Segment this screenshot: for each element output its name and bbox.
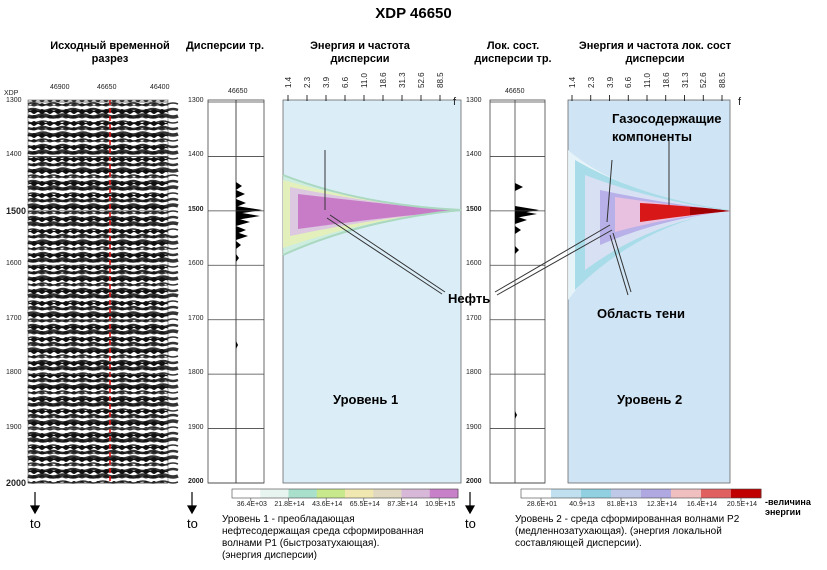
depth-tick-label: 1400 [466, 151, 482, 159]
colorbar-tick-label: 12.3E+14 [646, 501, 678, 508]
local-trace-label: 46650 [505, 88, 525, 95]
depth-tick-label: 1700 [6, 314, 22, 322]
dispersion-header: Дисперсии тр. [185, 40, 265, 52]
freq-tick-label: 2.3 [586, 76, 596, 88]
page-title: XDP 46650 [375, 5, 452, 22]
time-label: to [30, 516, 41, 531]
dispersion-panel [207, 99, 265, 484]
colorbar-units: -величина энергии [765, 497, 811, 517]
seismic-x-tick: 46400 [150, 84, 170, 91]
colorbar-tick-label: 36.4E+03 [236, 501, 267, 508]
depth-tick-label: 1700 [466, 314, 482, 322]
seismic-header: Исходный временной разрез [50, 40, 170, 65]
freq-tick-label: 2.3 [303, 76, 312, 88]
freq-tick-label: 3.9 [322, 76, 331, 88]
seismic-x-tick: 46900 [50, 84, 70, 91]
depth-tick-label: 1700 [188, 314, 204, 322]
level1-label: Уровень 1 [333, 392, 399, 407]
local-dispersion-panel [489, 99, 546, 484]
colorbar-1 [231, 488, 459, 501]
f-label-1: f [453, 96, 457, 108]
depth-tick-label: 1500 [6, 205, 27, 216]
local-dispersion-header: Лок. сост. дисперсии тр. [474, 40, 552, 65]
oil-annotation: Нефть [448, 291, 491, 306]
freq-tick-label: 11.0 [643, 73, 652, 88]
depth-tick-label: 1900 [188, 423, 204, 431]
colorbar-tick-label: 87.3E+14 [387, 501, 418, 508]
depth-tick-label: 1500 [188, 205, 204, 213]
seismic-section [27, 99, 179, 484]
depth-tick-label: 1800 [188, 369, 204, 377]
freq-tick-label: 1.4 [568, 76, 577, 88]
xdp-label: XDP [4, 90, 19, 97]
annotation-pointers [324, 140, 670, 296]
energy2-panel [567, 99, 731, 484]
depth-tick-label: 1300 [188, 97, 204, 104]
seismic-reflections [27, 102, 179, 484]
seismic-x-tick: 46650 [97, 84, 117, 91]
level2-label: Уровень 2 [617, 392, 683, 407]
local-dispersion-trace [515, 183, 539, 419]
freq-tick-label: 52.6 [699, 72, 709, 88]
colorbar-tick-label: 81.8E+13 [606, 501, 638, 508]
time-label: to [187, 516, 198, 531]
energy1-header: Энергия и частота дисперсии [310, 40, 410, 65]
dispersion-trace-label: 46650 [228, 88, 248, 95]
depth-tick-label: 1500 [466, 205, 482, 213]
freq-tick-label: 1.4 [284, 76, 293, 88]
energy2-header: Энергия и частота лок. сост дисперсии [578, 40, 732, 65]
depth-tick-label: 2000 [188, 478, 204, 485]
colorbar-tick-label: 20.5E+14 [726, 501, 758, 508]
gas-annotation: Газосодержащие компоненты [612, 111, 722, 144]
colorbar-tick-label: 43.6E+14 [312, 501, 343, 508]
colorbar-tick-label: 10.9E+15 [425, 501, 456, 508]
time-label: to [465, 516, 476, 531]
colorbar-tick-label: 28.6E+01 [526, 501, 558, 508]
shadow-annotation: Область тени [597, 306, 685, 321]
caption-level2: Уровень 2 - среда сформированная волнами… [515, 514, 740, 549]
depth-tick-label: 1300 [466, 97, 482, 104]
depth-tick-label: 2000 [466, 478, 482, 485]
depth-tick-label: 1900 [466, 423, 482, 431]
colorbar-tick-label: 65.5E+14 [349, 501, 380, 508]
colorbar-tick-label: 21.8E+14 [274, 501, 305, 508]
depth-tick-label: 1600 [188, 260, 204, 268]
freq-tick-label: 6.6 [341, 76, 350, 88]
depth-tick-label: 1800 [466, 369, 482, 377]
depth-tick-label: 1900 [6, 423, 22, 431]
colorbar-tick-label: 16.4E+14 [686, 501, 718, 508]
colorbar-tick-label: 40.9+13 [569, 501, 595, 508]
depth-tick-label: 1800 [6, 369, 22, 377]
freq-tick-label: 3.9 [605, 76, 615, 88]
freq-tick-label: 18.6 [379, 72, 388, 88]
freq-tick-label: 52.6 [417, 72, 426, 88]
caption-level1: Уровень 1 - преобладающая нефтесодержаща… [222, 514, 424, 561]
depth-tick-label: 1400 [188, 151, 204, 159]
depth-tick-label: 1600 [6, 260, 22, 268]
freq-tick-label: 11.0 [360, 73, 369, 88]
f-label-2: f [738, 96, 742, 108]
colorbar-2 [520, 488, 762, 501]
energy1-panel [282, 99, 462, 484]
depth-tick-label: 1400 [6, 151, 22, 159]
depth-tick-label: 1300 [6, 97, 22, 104]
freq-tick-label: 31.3 [398, 72, 407, 88]
freq-tick-label: 31.3 [680, 72, 690, 88]
depth-tick-label: 1600 [466, 260, 482, 268]
freq-tick-label: 6.6 [624, 76, 634, 88]
freq-tick-label: 88.5 [718, 72, 727, 88]
freq-tick-label: 88.5 [436, 72, 445, 88]
dispersion-trace [236, 182, 262, 349]
depth-tick-label: 2000 [6, 478, 27, 488]
freq-tick-label: 18.6 [661, 72, 671, 88]
